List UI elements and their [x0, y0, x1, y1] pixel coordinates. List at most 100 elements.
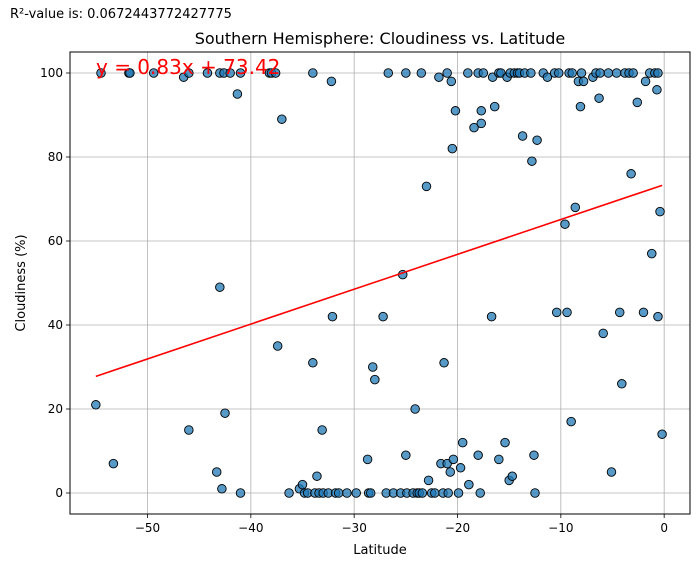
x-tick-label: −20 [445, 521, 470, 535]
data-point [148, 68, 159, 78]
data-point [362, 454, 373, 465]
data-point [447, 143, 458, 154]
data-point [463, 68, 473, 78]
data-point [614, 307, 625, 318]
data-point [202, 68, 213, 78]
data-point [560, 219, 570, 229]
data-point [401, 450, 411, 460]
grid-lines [70, 52, 690, 514]
data-point [517, 131, 528, 141]
data-point [453, 488, 464, 498]
data-point [272, 341, 283, 351]
data-point [455, 463, 466, 473]
data-point [235, 68, 246, 78]
data-point [551, 307, 562, 318]
data-point [595, 68, 605, 78]
regression-line-group [95, 184, 663, 378]
regression-line [95, 184, 663, 378]
data-point [333, 488, 344, 498]
data-point [578, 76, 589, 87]
data-point [326, 76, 337, 87]
data-point [476, 118, 487, 129]
data-point [368, 362, 378, 372]
x-tick-label: −40 [238, 521, 263, 535]
plot-frame [69, 51, 691, 515]
data-point [225, 68, 235, 78]
y-tick-label: 0 [55, 486, 63, 500]
data-point [640, 76, 651, 87]
data-point [486, 311, 497, 322]
data-point [594, 93, 604, 103]
x-tick-label: 0 [660, 521, 668, 535]
data-point [277, 114, 287, 124]
data-point [632, 97, 643, 108]
data-point [575, 101, 586, 112]
data-point [416, 68, 427, 78]
data-point [626, 169, 636, 179]
data-point [529, 450, 539, 460]
data-point [442, 68, 452, 78]
data-point [430, 488, 440, 498]
y-tick-label: 80 [48, 150, 63, 164]
data-point [96, 68, 106, 78]
data-point [312, 471, 322, 481]
data-point [125, 68, 135, 78]
data-point [448, 454, 459, 465]
data-point [570, 202, 581, 213]
data-point [220, 408, 230, 418]
data-point [598, 328, 608, 339]
data-point [507, 471, 518, 481]
data-point [365, 488, 376, 498]
data-point [108, 458, 119, 469]
data-point [464, 479, 474, 490]
data-point [184, 425, 194, 435]
data-point [611, 68, 622, 78]
data-point [284, 488, 294, 498]
data-point [217, 484, 227, 494]
y-axis-label: Cloudiness (%) [14, 234, 29, 331]
y-tick-label: 100 [40, 66, 63, 80]
data-point [327, 311, 338, 322]
data-point [652, 85, 662, 95]
chart-title: Southern Hemisphere: Cloudiness vs. Lati… [195, 29, 566, 48]
data-point [457, 437, 468, 448]
data-point [567, 68, 577, 78]
data-point [655, 206, 665, 217]
data-point [423, 475, 434, 486]
data-point [603, 68, 614, 78]
data-point [475, 488, 485, 498]
data-point [450, 106, 461, 116]
data-point [410, 404, 420, 414]
y-tick-label: 60 [48, 234, 63, 248]
data-point [215, 282, 225, 292]
data-point [439, 358, 449, 368]
data-point [606, 467, 617, 477]
data-point [443, 488, 453, 498]
data-point [308, 68, 318, 78]
data-point [378, 311, 388, 322]
data-point [211, 467, 222, 477]
data-point [476, 106, 487, 116]
data-point [530, 488, 540, 498]
data-points [91, 68, 667, 498]
data-point [421, 181, 432, 192]
data-point [638, 307, 649, 318]
data-point [351, 488, 361, 498]
y-tick-label: 40 [48, 318, 63, 332]
data-point [562, 307, 572, 318]
data-point [342, 488, 352, 498]
data-point [184, 68, 194, 78]
data-point [308, 358, 318, 368]
x-axis-label: Latitude [353, 543, 407, 558]
data-point [653, 68, 663, 78]
data-point [566, 416, 576, 427]
data-point [617, 379, 627, 389]
y-axis-ticks: 0 20 40 60 80 100 [40, 66, 70, 500]
data-point [297, 479, 308, 490]
data-point [469, 122, 479, 133]
data-point [317, 425, 327, 435]
data-point [500, 437, 510, 448]
data-point [489, 101, 500, 112]
y-tick-label: 20 [48, 402, 63, 416]
